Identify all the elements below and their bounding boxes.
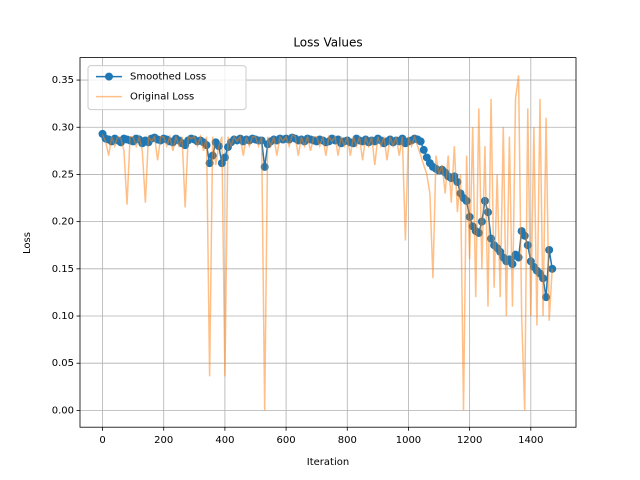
series-line — [101, 75, 553, 411]
chart-title: Loss Values — [293, 36, 362, 50]
legend-label: Original Loss — [130, 92, 194, 103]
y-axis-label: Loss — [22, 232, 33, 254]
marker — [416, 137, 425, 146]
marker — [480, 196, 489, 205]
y-tick-label: 0.30 — [52, 122, 74, 133]
x-tick-label: 1200 — [457, 435, 482, 446]
marker — [548, 264, 557, 273]
x-tick-label: 1400 — [518, 435, 543, 446]
x-tick-label: 800 — [338, 435, 357, 446]
legend-label: Smoothed Loss — [130, 72, 206, 83]
marker — [545, 245, 554, 254]
marker — [483, 208, 492, 217]
y-tick-label: 0.15 — [52, 264, 74, 275]
y-tick-label: 0.05 — [52, 358, 74, 369]
marker — [477, 217, 486, 226]
y-tick-label: 0.00 — [52, 405, 74, 416]
x-tick-label: 600 — [277, 435, 296, 446]
x-tick-label: 0 — [99, 435, 105, 446]
legend-marker — [105, 72, 113, 81]
x-axis-label: Iteration — [307, 457, 349, 468]
y-tick-label: 0.10 — [52, 311, 74, 322]
marker — [419, 145, 428, 154]
y-tick-label: 0.35 — [52, 75, 74, 86]
y-tick-label: 0.20 — [52, 217, 74, 228]
marker — [220, 153, 229, 162]
x-tick-label: 400 — [215, 435, 234, 446]
marker — [465, 212, 474, 221]
x-tick-label: 1000 — [396, 435, 421, 446]
y-tick-label: 0.25 — [52, 169, 74, 180]
plot-frame — [79, 57, 577, 428]
legend-box — [87, 65, 247, 111]
x-tick-label: 200 — [154, 435, 173, 446]
marker — [520, 231, 529, 240]
